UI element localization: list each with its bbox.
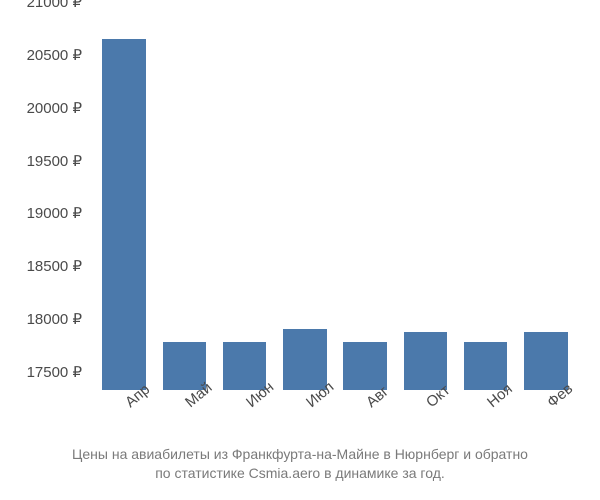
y-tick: 19000 ₽	[27, 204, 82, 222]
caption-line-1: Цены на авиабилеты из Франкфурта-на-Майн…	[72, 446, 528, 462]
bar-slot: Июл	[275, 20, 335, 390]
plot-area: АпрМайИюнИюлАвгОктНояФев 17500 ₽18000 ₽1…	[90, 20, 580, 390]
y-tick: 21000 ₽	[27, 0, 82, 11]
bar	[524, 332, 567, 390]
bar-slot: Ноя	[456, 20, 516, 390]
price-chart: АпрМайИюнИюлАвгОктНояФев 17500 ₽ 18000 ₽ 1…	[0, 0, 600, 500]
y-tick: 18500 ₽	[27, 257, 82, 275]
bar	[404, 332, 447, 390]
bar-slot: Июн	[215, 20, 275, 390]
bar-slot: Апр	[94, 20, 154, 390]
y-tick: 19500 ₽	[27, 152, 82, 170]
chart-caption: Цены на авиабилеты из Франкфурта-на-Майн…	[0, 445, 600, 484]
bar	[102, 39, 145, 390]
y-tick: 18000 ₽	[27, 310, 82, 328]
y-tick: 20000 ₽	[27, 99, 82, 117]
bar-slot: Фев	[516, 20, 576, 390]
bars-group: АпрМайИюнИюлАвгОктНояФев	[90, 20, 580, 390]
caption-line-2: по статистике Csmia.aero в динамике за г…	[155, 465, 445, 481]
bar-slot: Май	[154, 20, 214, 390]
bar-slot: Окт	[395, 20, 455, 390]
bar-slot: Авг	[335, 20, 395, 390]
bar	[283, 329, 326, 390]
y-tick: 20500 ₽	[27, 46, 82, 64]
y-tick: 17500 ₽	[27, 363, 82, 381]
